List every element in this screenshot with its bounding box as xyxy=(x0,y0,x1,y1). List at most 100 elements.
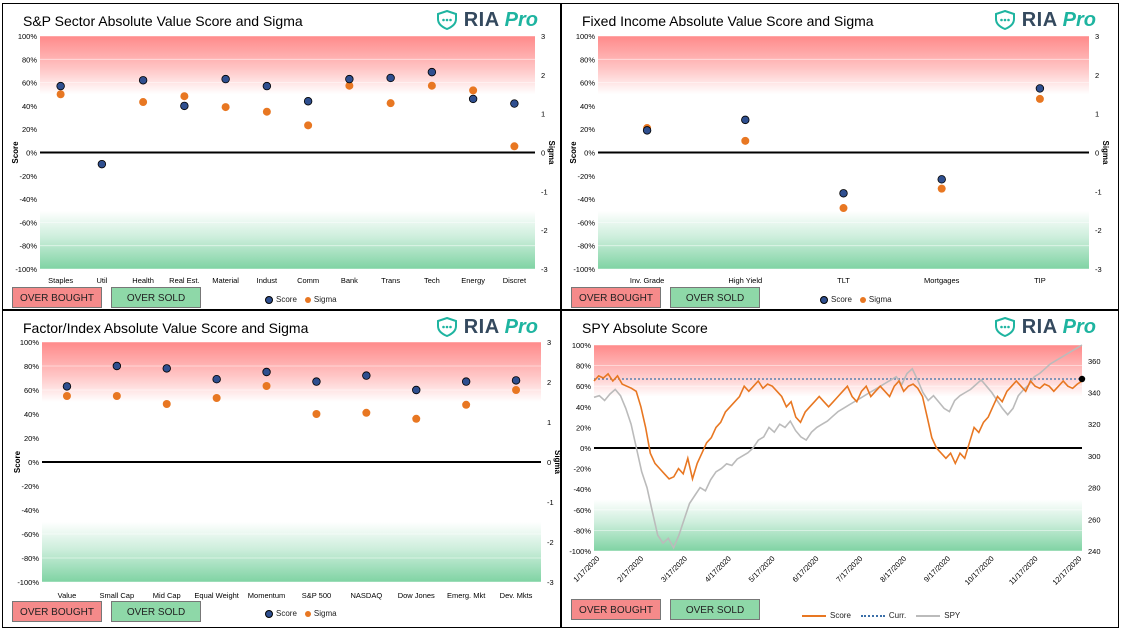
y-tick-label: -40% xyxy=(19,195,37,204)
sigma-point xyxy=(221,103,230,112)
score-point xyxy=(112,361,122,371)
y-tick-label: -20% xyxy=(573,465,591,474)
category-label: TLT xyxy=(837,276,850,285)
sigma-point xyxy=(937,184,946,193)
current-point xyxy=(1078,375,1086,383)
category-label: Staples xyxy=(48,276,73,285)
oversold-badge: OVER SOLD xyxy=(111,601,201,622)
factor-index-chart: 100% 80% 60% 40% 20% 0% -20% -40% -60% -80% -100% 3… xyxy=(13,338,562,600)
sigma-point xyxy=(56,90,65,99)
y2-tick-label: 360 xyxy=(1088,357,1101,366)
x-tick-label: 9/17/2020 xyxy=(922,554,952,584)
y2-tick-label: 2 xyxy=(541,71,545,80)
spy-chart: 100% 80% 60% 40% 20% 0% -20% -40% -60% -80% -100% 3… xyxy=(569,341,1101,587)
y2-tick-label: 2 xyxy=(1095,71,1099,80)
y-tick-label: -60% xyxy=(577,218,595,227)
logo-pro-text: Pro xyxy=(504,315,538,338)
sigma-point xyxy=(741,136,750,145)
y-axis-title: Score xyxy=(569,141,578,164)
score-legend-swatch xyxy=(802,614,826,617)
score-point xyxy=(345,74,354,84)
overbought-zone xyxy=(598,36,1089,95)
sigma-legend-marker xyxy=(859,296,866,303)
oversold-zone xyxy=(594,499,1082,551)
shield-icon xyxy=(436,317,457,337)
y2-tick-label: 1 xyxy=(547,418,551,427)
y-tick-label: 20% xyxy=(24,434,39,443)
score-point xyxy=(62,382,72,391)
chart-legend: Score Sigma xyxy=(812,295,892,304)
y2-axis-title: Sigma xyxy=(553,450,562,475)
panel-title: Fixed Income Absolute Value Score and Si… xyxy=(582,13,874,29)
overbought-zone xyxy=(40,36,535,95)
score-point xyxy=(510,99,519,108)
score-point xyxy=(412,385,421,395)
y2-axis-title: Sigma xyxy=(1101,140,1110,165)
logo-pro-text: Pro xyxy=(504,8,538,31)
ria-pro-logo: RIA Pro xyxy=(436,315,538,339)
overbought-badge: OVER BOUGHT xyxy=(12,601,102,622)
legend-curr: Curr. xyxy=(888,611,907,620)
y-tick-label: 100% xyxy=(18,32,38,41)
y2-tick-label: -3 xyxy=(1095,265,1102,274)
sigma-point xyxy=(345,81,354,90)
panel-title: Factor/Index Absolute Value Score and Si… xyxy=(23,320,309,336)
y-tick-label: 0% xyxy=(580,444,591,453)
sigma-legend-marker xyxy=(304,610,311,617)
logo-text: RIA xyxy=(1021,315,1058,338)
sigma-point xyxy=(839,204,848,213)
legend-score: Score xyxy=(276,295,297,304)
legend-sigma: Sigma xyxy=(313,609,337,618)
sigma-point xyxy=(510,142,519,151)
y-tick-label: 80% xyxy=(576,362,591,371)
sigma-legend-marker xyxy=(304,296,311,303)
sector-panel: S&P Sector Absolute Value Score and Sigm… xyxy=(2,3,561,310)
fixed-income-chart: 100% 80% 60% 40% 20% 0% -20% -40% -60% -80% -100% 3… xyxy=(569,32,1110,285)
y2-tick-label: 3 xyxy=(547,338,551,347)
overbought-zone xyxy=(42,342,541,402)
y-tick-label: 0% xyxy=(584,149,595,158)
oversold-badge: OVER SOLD xyxy=(670,599,760,620)
logo-text: RIA xyxy=(463,8,500,31)
y-tick-label: -20% xyxy=(577,172,595,181)
y-tick-label: 20% xyxy=(576,423,591,432)
y2-tick-label: 320 xyxy=(1088,420,1101,429)
y2-tick-label: -3 xyxy=(547,578,554,587)
category-label: Health xyxy=(132,276,154,285)
score-point xyxy=(839,189,848,198)
category-label: Momentum xyxy=(248,591,286,600)
curr-legend-swatch xyxy=(860,614,885,617)
y-tick-label: -20% xyxy=(21,482,39,491)
chart-legend: Score Sigma xyxy=(257,295,337,304)
y-tick-label: -40% xyxy=(21,506,39,515)
x-tick-label: 11/17/2020 xyxy=(1007,554,1040,587)
y2-tick-label: 3 xyxy=(1095,32,1099,41)
oversold-zone xyxy=(42,522,541,582)
x-tick-label: 6/17/2020 xyxy=(791,554,821,584)
overbought-badge: OVER BOUGHT xyxy=(571,599,661,620)
sigma-point xyxy=(304,121,313,130)
y2-tick-label: -1 xyxy=(1095,187,1102,196)
panel-title: S&P Sector Absolute Value Score and Sigm… xyxy=(23,13,303,29)
category-label: Emerg. Mkt xyxy=(447,591,486,600)
y2-tick-label: 240 xyxy=(1088,547,1101,556)
y2-tick-label: 2 xyxy=(547,378,551,387)
y-tick-label: 40% xyxy=(576,403,591,412)
sigma-point xyxy=(162,400,171,408)
score-legend-marker xyxy=(265,295,273,304)
y2-tick-label: 300 xyxy=(1088,452,1101,461)
score-point xyxy=(1035,84,1045,93)
sigma-point xyxy=(262,107,271,116)
shield-icon xyxy=(994,10,1015,30)
x-tick-label: 8/17/2020 xyxy=(878,554,908,584)
sector-chart: 100% 80% 60% 40% 20% 0% -20% -40% -60% -80% -100% 3… xyxy=(11,32,556,285)
sigma-point xyxy=(386,99,395,108)
category-label: Discret xyxy=(503,276,527,285)
y2-tick-label: 280 xyxy=(1088,484,1101,493)
y2-tick-label: 260 xyxy=(1088,515,1101,524)
oversold-badge: OVER SOLD xyxy=(111,287,201,308)
y-tick-label: 100% xyxy=(576,32,596,41)
legend-score: Score xyxy=(276,609,297,618)
category-label: Inv. Grade xyxy=(630,276,664,285)
x-tick-label: 3/17/2020 xyxy=(659,554,689,584)
